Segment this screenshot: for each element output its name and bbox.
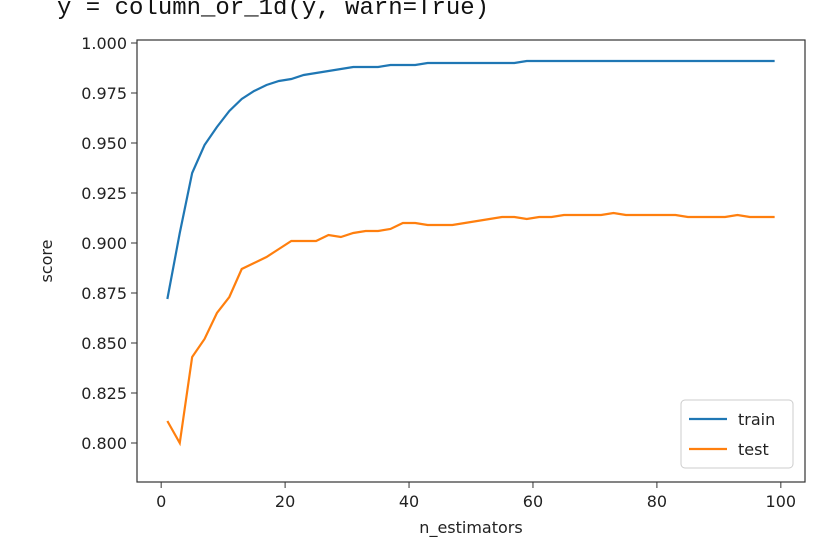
plot-frame [136, 39, 806, 483]
x-tick-label: 100 [766, 492, 797, 511]
code-line: y = column_or_1d(y, warn=True) [57, 0, 489, 22]
y-tick-label: 0.800 [81, 434, 127, 453]
legend-label: test [738, 440, 769, 459]
y-tick-label: 0.850 [81, 334, 127, 353]
x-tick-label: 40 [399, 492, 419, 511]
legend-label: train [738, 410, 775, 429]
y-axis-label: score [37, 240, 56, 283]
y-tick-label: 0.900 [81, 234, 127, 253]
y-tick-label: 0.925 [81, 184, 127, 203]
series-line [166, 59, 775, 300]
y-tick-label: 0.975 [81, 84, 127, 103]
x-axis-label: n_estimators [419, 518, 522, 538]
x-tick-label: 80 [647, 492, 667, 511]
y-tick-label: 1.000 [81, 34, 127, 53]
x-tick-label: 20 [275, 492, 295, 511]
x-tick-label: 60 [523, 492, 543, 511]
y-tick-label: 0.950 [81, 134, 127, 153]
y-tick-label: 0.825 [81, 384, 127, 403]
legend-box [680, 399, 794, 469]
series-line [166, 211, 775, 447]
y-tick-label: 0.875 [81, 284, 127, 303]
x-tick-label: 0 [156, 492, 166, 511]
